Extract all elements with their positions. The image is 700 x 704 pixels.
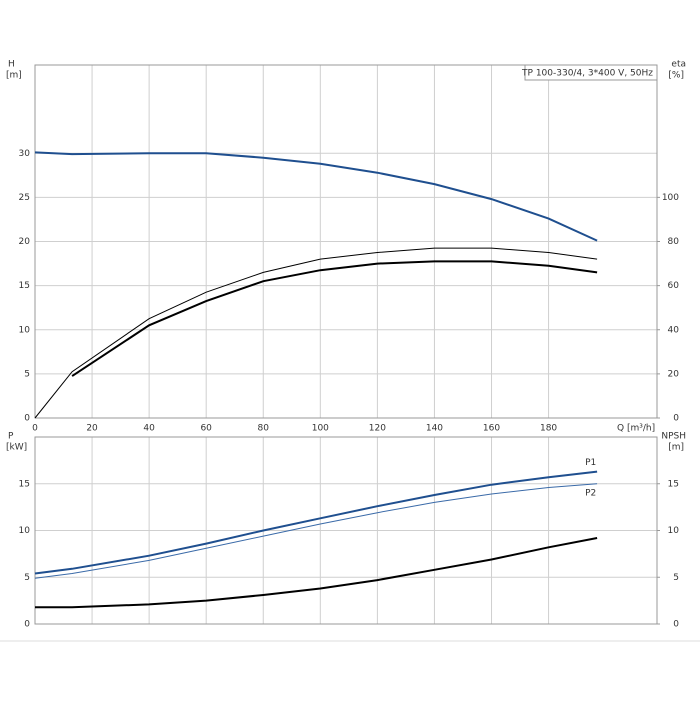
y2-tick-label: 5 <box>673 573 679 583</box>
x-tick-label: 160 <box>483 424 500 434</box>
x-tick-label: 100 <box>312 424 329 434</box>
y2-axis-unit: [m] <box>668 443 684 453</box>
y2-tick-label: 80 <box>668 237 680 247</box>
y2-tick-label: 20 <box>668 369 680 379</box>
series-line <box>35 537 598 609</box>
chart-title: TP 100-330/4, 3*400 V, 50Hz <box>521 69 653 79</box>
y-axis-label: H <box>8 60 15 70</box>
y-axis-unit: [m] <box>6 71 22 81</box>
x-axis-label: Q [m³/h] <box>617 424 655 434</box>
y-tick-label: 0 <box>24 620 30 630</box>
series-line <box>34 247 598 419</box>
x-tick-label: 180 <box>540 424 557 434</box>
series-line <box>34 470 598 575</box>
y2-axis-label: NPSH <box>661 432 686 442</box>
y-tick-label: 30 <box>19 149 31 159</box>
x-tick-label: 20 <box>86 424 98 434</box>
y2-tick-label: 60 <box>668 281 680 291</box>
title-box <box>524 64 658 81</box>
series-line <box>71 260 598 377</box>
x-tick-label: 0 <box>32 424 38 434</box>
x-tick-label: 120 <box>369 424 386 434</box>
y-tick-label: 15 <box>19 281 30 291</box>
y-tick-label: 5 <box>24 573 30 583</box>
series-line <box>34 151 598 242</box>
y-tick-label: 15 <box>19 479 30 489</box>
y-axis-label: P <box>8 432 14 442</box>
y-tick-label: 10 <box>19 526 31 536</box>
y2-tick-label: 0 <box>673 414 679 424</box>
y2-tick-label: 40 <box>668 325 680 335</box>
y-tick-label: 10 <box>19 325 31 335</box>
y-axis-unit: [kW] <box>6 443 27 453</box>
y2-axis-label: eta <box>671 60 686 70</box>
y2-tick-label: 0 <box>673 620 679 630</box>
y2-tick-label: 100 <box>662 193 679 203</box>
series-label: P2 <box>585 488 596 498</box>
y-tick-label: 0 <box>24 414 30 424</box>
series-label: P1 <box>585 458 596 468</box>
y2-tick-label: 15 <box>668 479 679 489</box>
x-tick-label: 40 <box>143 424 155 434</box>
y2-tick-label: 10 <box>668 526 680 536</box>
y2-axis-unit: [%] <box>668 71 684 81</box>
series-line <box>34 483 598 579</box>
y-tick-label: 25 <box>19 193 30 203</box>
x-tick-label: 80 <box>258 424 270 434</box>
x-tick-label: 60 <box>200 424 212 434</box>
x-tick-label: 140 <box>426 424 443 434</box>
y-tick-label: 5 <box>24 369 30 379</box>
y-tick-label: 20 <box>19 237 31 247</box>
